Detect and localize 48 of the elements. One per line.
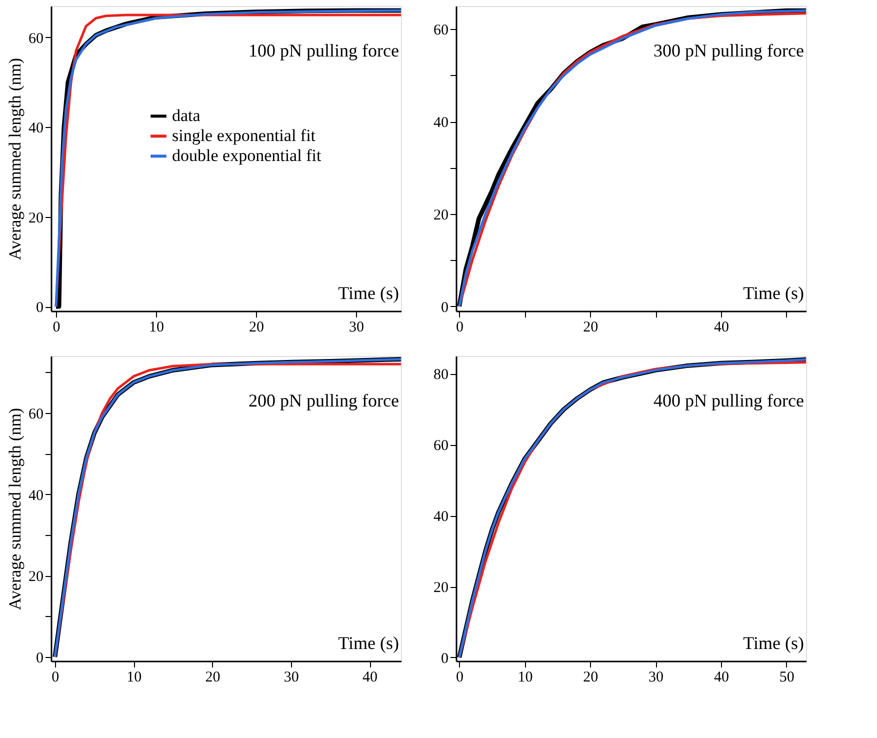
x-axis-title: Time (s) [743, 283, 804, 303]
y-tick-label: 40 [434, 115, 448, 132]
y-tick-label: 0 [36, 300, 44, 316]
annotation: 300 pN pulling force [654, 40, 804, 61]
x-tick-label: 20 [583, 320, 598, 336]
x-tick-label: 10 [149, 320, 164, 336]
y-tick-label: 40 [28, 120, 44, 137]
x-axis-title: Time (s) [338, 283, 399, 303]
y-axis-title: Average summed length (nm) [6, 408, 24, 610]
x-tick-label: 30 [349, 320, 364, 336]
annotation: 200 pN pulling force [248, 390, 400, 411]
y-tick-label: 40 [434, 509, 448, 526]
y-tick-label: 60 [434, 438, 448, 454]
x-tick-label: 30 [284, 670, 299, 686]
x-tick-label: 40 [714, 670, 729, 686]
y-tick-label: 0 [441, 300, 448, 316]
x-tick-label: 30 [648, 670, 664, 686]
x-tick-label: 10 [126, 670, 142, 686]
x-tick-label: 50 [779, 670, 794, 686]
x-tick-label: 20 [249, 320, 264, 336]
y-tick-label: 60 [28, 406, 44, 422]
y-tick-label: 60 [434, 22, 448, 39]
legend-label: double exponential fit [172, 146, 322, 166]
legend-label: data [172, 106, 201, 126]
annotation: 100 pN pulling force [248, 40, 400, 61]
y-tick-label: 20 [28, 210, 44, 226]
legend-label: single exponential fit [172, 126, 316, 146]
y-tick-label: 20 [28, 569, 44, 586]
x-axis-title: Time (s) [338, 633, 399, 653]
x-tick-label: 40 [714, 320, 729, 336]
y-tick-label: 80 [434, 367, 448, 384]
y-tick-label: 0 [36, 650, 44, 666]
y-axis-title: Average summed length (nm) [6, 58, 24, 260]
x-tick-label: 10 [518, 670, 533, 686]
y-tick-label: 60 [28, 30, 44, 47]
x-tick-label: 0 [456, 670, 464, 686]
x-tick-label: 20 [583, 670, 598, 686]
x-tick-label: 0 [52, 670, 60, 686]
y-tick-label: 40 [28, 488, 44, 504]
x-axis-title: Time (s) [743, 633, 804, 653]
x-tick-label: 40 [362, 670, 378, 686]
annotation: 400 pN pulling force [654, 390, 804, 411]
x-tick-label: 0 [456, 320, 464, 336]
x-tick-label: 20 [205, 670, 220, 686]
y-tick-label: 0 [441, 650, 448, 667]
y-tick-label: 20 [434, 580, 448, 596]
y-tick-label: 20 [434, 207, 448, 224]
x-tick-label: 0 [52, 320, 60, 336]
